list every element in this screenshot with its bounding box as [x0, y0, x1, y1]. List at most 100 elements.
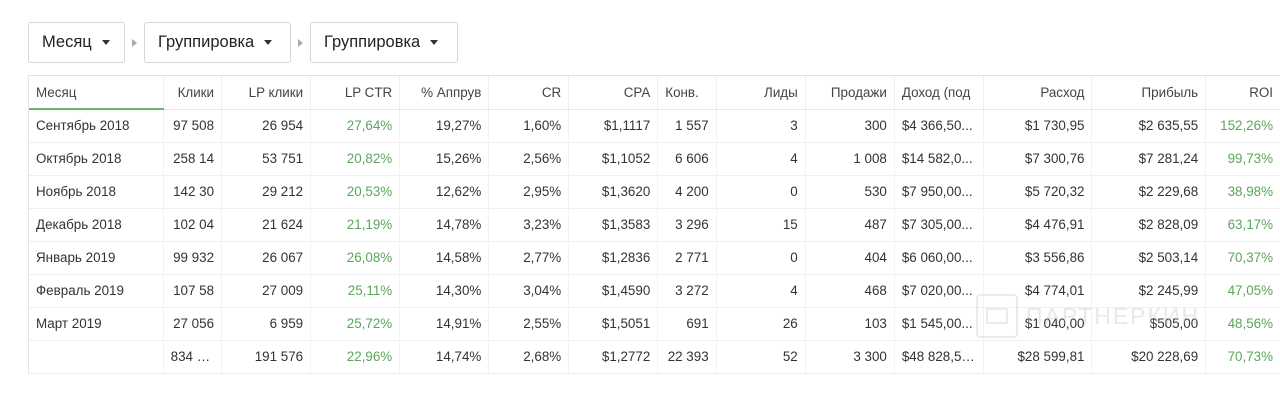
cell-month: Октябрь 2018	[29, 142, 164, 176]
column-header-leads[interactable]: Лиды	[716, 76, 806, 110]
cell-lp-clicks: 21 624	[221, 208, 312, 242]
cell-cpa: $1,4590	[568, 274, 659, 308]
caret-down-icon	[101, 40, 110, 45]
column-header-income[interactable]: Доход (под	[894, 76, 984, 110]
cell-clicks: 107 58	[163, 274, 223, 308]
cell-leads: 52	[716, 339, 806, 374]
watermark: ПАРТНЕРКИН	[976, 294, 1200, 338]
table-row: Октябрь 2018 258 14 53 751 20,82% 15,26% 2,56…	[29, 142, 1280, 176]
cell-lp-clicks: 53 751	[221, 142, 312, 176]
grouping-dropdown-3[interactable]: Группировка	[310, 22, 458, 63]
cell-approve-pct: 14,91%	[399, 307, 490, 341]
cell-lp-clicks: 26 954	[221, 109, 312, 143]
cell-roi: 70,73%	[1205, 339, 1280, 374]
cell-clicks: 142 30	[163, 175, 223, 209]
cell-cr: 3,04%	[488, 274, 570, 308]
cell-clicks: 99 932	[163, 241, 223, 275]
cell-clicks: 97 508	[163, 109, 223, 143]
cell-approve-pct: 14,74%	[399, 339, 490, 374]
cell-month: Сентябрь 2018	[29, 109, 164, 143]
cell-income: $1 545,00...	[894, 307, 984, 341]
cell-conversions: 2 771	[657, 241, 717, 275]
cell-approve-pct: 14,78%	[399, 208, 490, 242]
column-header-lp-ctr[interactable]: LP CTR	[310, 76, 401, 110]
cell-lp-ctr: 25,72%	[310, 307, 401, 341]
stats-table: Месяц Клики LP клики LP CTR% Аппрув CR CPA Кон…	[28, 75, 1280, 374]
cell-cr: 2,68%	[488, 339, 570, 374]
column-header-profit[interactable]: Прибыль	[1091, 76, 1207, 110]
cell-roi: 152,26%	[1205, 109, 1280, 143]
column-header-approve-pct[interactable]: % Аппрув	[399, 76, 490, 110]
cell-expense: $4 476,91	[983, 208, 1093, 242]
cell-cr: 2,56%	[488, 142, 570, 176]
cell-lp-clicks: 29 212	[221, 175, 312, 209]
cell-lp-clicks: 26 067	[221, 241, 312, 275]
cell-sales: 1 008	[805, 142, 895, 176]
cell-sales: 404	[805, 241, 895, 275]
table-row: Декабрь 2018 102 04 21 624 21,19% 14,78% 3,23…	[29, 208, 1280, 242]
cell-approve-pct: 15,26%	[399, 142, 490, 176]
cell-leads: 15	[716, 208, 806, 242]
column-header-sales[interactable]: Продажи	[805, 76, 895, 110]
cell-lp-ctr: 26,08%	[310, 241, 401, 275]
cell-income: $7 305,00...	[894, 208, 984, 242]
cell-clicks: 258 14	[163, 142, 223, 176]
cell-lp-clicks: 6 959	[221, 307, 312, 341]
cell-sales: 530	[805, 175, 895, 209]
column-header-roi[interactable]: ROI	[1205, 76, 1280, 110]
cell-month: Февраль 2019	[29, 274, 164, 308]
cell-expense: $1 040,00	[983, 307, 1093, 341]
cell-approve-pct: 12,62%	[399, 175, 490, 209]
cell-income: $7 020,00...	[894, 274, 984, 308]
cell-expense: $28 599,81	[983, 339, 1093, 374]
column-header-conversions[interactable]: Конв.	[657, 76, 717, 110]
cell-expense: $4 774,01	[983, 274, 1093, 308]
watermark-text: ПАРТНЕРКИН	[1026, 302, 1201, 329]
cell-cpa: $1,1117	[568, 109, 659, 143]
cell-cpa: $1,2836	[568, 241, 659, 275]
cell-clicks: 102 04	[163, 208, 223, 242]
partnerkin-logo-icon	[976, 294, 1018, 338]
column-header-cr[interactable]: CR	[488, 76, 570, 110]
cell-income: $6 060,00...	[894, 241, 984, 275]
cell-cr: 3,23%	[488, 208, 570, 242]
grouping-dropdown-3-label: Группировка	[324, 33, 421, 51]
cell-profit: $2 635,55	[1091, 109, 1207, 143]
cell-roi: 47,05%	[1205, 274, 1280, 308]
cell-lp-ctr: 20,53%	[310, 175, 401, 209]
grouping-dropdown-2-label: Группировка	[158, 33, 255, 51]
cell-lp-clicks: 191 576	[221, 339, 312, 374]
cell-sales: 487	[805, 208, 895, 242]
column-header-cpa[interactable]: CPA	[568, 76, 659, 110]
cell-cr: 1,60%	[488, 109, 570, 143]
column-header-clicks[interactable]: Клики	[163, 76, 223, 110]
cell-month: Декабрь 2018	[29, 208, 164, 242]
cell-cr: 2,77%	[488, 241, 570, 275]
totals-row: 834 565 191 576 22,96% 14,74% 2,68% $1,2772 22…	[29, 339, 1280, 374]
cell-expense: $5 720,32	[983, 175, 1093, 209]
column-header-lp-clicks[interactable]: LP клики	[221, 76, 312, 110]
cell-expense: $1 730,95	[983, 109, 1093, 143]
column-header-month[interactable]: Месяц	[29, 76, 164, 110]
cell-approve-pct: 14,58%	[399, 241, 490, 275]
cell-profit: $2 245,99	[1091, 274, 1207, 308]
cell-roi: 70,37%	[1205, 241, 1280, 275]
cell-conversions: 691	[657, 307, 717, 341]
column-header-expense[interactable]: Расход	[983, 76, 1093, 110]
cell-lp-ctr: 22,96%	[310, 339, 401, 374]
grouping-dropdown-2[interactable]: Группировка	[144, 22, 291, 63]
cell-cr: 2,95%	[488, 175, 570, 209]
caret-down-icon	[430, 40, 439, 45]
grouping-dropdown-1[interactable]: Месяц	[28, 22, 125, 63]
cell-profit: $2 828,09	[1091, 208, 1207, 242]
cell-lp-ctr: 25,11%	[310, 274, 401, 308]
cell-lp-ctr: 27,64%	[310, 109, 401, 143]
table-row: Февраль 2019 107 58 27 009 25,11% 14,30% 3,04…	[29, 274, 1280, 308]
cell-profit: $2 503,14	[1091, 241, 1207, 275]
cell-profit: $7 281,24	[1091, 142, 1207, 176]
cell-leads: 26	[716, 307, 806, 341]
cell-clicks: 27 056	[163, 307, 223, 341]
cell-cpa: $1,2772	[568, 339, 659, 374]
cell-conversions: 1 557	[657, 109, 717, 143]
cell-income: $7 950,00...	[894, 175, 984, 209]
